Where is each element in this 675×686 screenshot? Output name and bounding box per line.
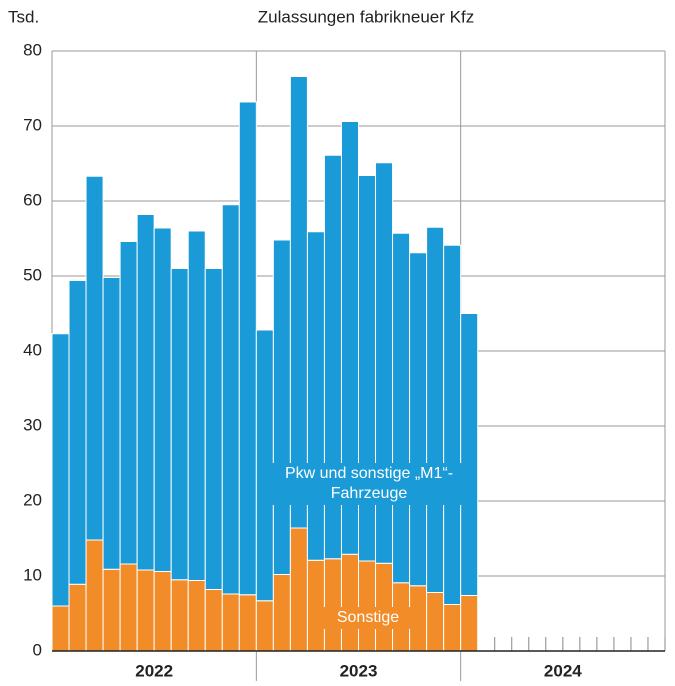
y-tick-label: 80 (23, 40, 42, 59)
bar-segment (306, 559, 325, 652)
chart-title: Zulassungen fabrikneuer Kfz (258, 7, 474, 26)
bar-segment (340, 553, 360, 652)
bar-segment (204, 589, 223, 652)
year-label: 2022 (135, 661, 173, 680)
year-label: 2024 (544, 661, 582, 680)
bar-segment (68, 583, 87, 652)
bar-segment (289, 76, 308, 529)
bar-segment (136, 214, 155, 571)
bar-segment (204, 268, 223, 590)
y-tick-label: 30 (23, 415, 42, 434)
y-tick-label: 10 (23, 565, 42, 584)
bar-segment (221, 204, 240, 595)
bar-segment (392, 232, 411, 584)
bar-segment (323, 558, 342, 652)
y-tick-label: 70 (23, 115, 42, 134)
bar-segment (426, 226, 445, 593)
bar-segment (426, 592, 445, 652)
bar-segment (358, 560, 377, 652)
bar-segment (170, 268, 189, 581)
bar-segment (119, 563, 138, 652)
y-unit: Tsd. (8, 7, 39, 26)
bar-segment (238, 101, 257, 596)
bar-segment (85, 175, 104, 541)
bar-segment (51, 333, 70, 607)
series-label: Pkw und sonstige „M1“-Fahrzeuge (268, 463, 470, 505)
y-tick-label: 60 (23, 190, 42, 209)
y-tick-label: 0 (33, 640, 42, 659)
bar-segment (289, 527, 308, 652)
bar-segment (306, 231, 325, 561)
bar-segment (119, 241, 138, 565)
bar-segment (153, 571, 172, 652)
bar-segment (85, 539, 104, 652)
bar-segment (238, 594, 257, 652)
bar-segment (409, 252, 428, 587)
bar-segment (272, 574, 291, 652)
bar-segment (170, 579, 189, 652)
bar-segment (460, 595, 479, 652)
y-tick-label: 50 (23, 265, 42, 284)
bar-segment (460, 313, 479, 596)
bar-segment (443, 244, 462, 605)
bar-segment (272, 239, 291, 575)
bar-segment (443, 604, 462, 652)
year-label: 2023 (340, 661, 378, 680)
y-tick-label: 40 (23, 340, 42, 359)
bar-segment (51, 605, 70, 652)
bar-segment (255, 600, 274, 652)
series-label: Sonstige (322, 607, 414, 629)
bar-segment (136, 569, 155, 652)
bar-segment (221, 593, 240, 652)
bar-segment (153, 227, 172, 572)
bar-segment (187, 580, 206, 652)
bar-segment (187, 230, 206, 581)
bar-segment (68, 280, 87, 585)
bar-segment (102, 568, 121, 652)
bar-segment (102, 277, 121, 570)
y-tick-label: 20 (23, 490, 42, 509)
